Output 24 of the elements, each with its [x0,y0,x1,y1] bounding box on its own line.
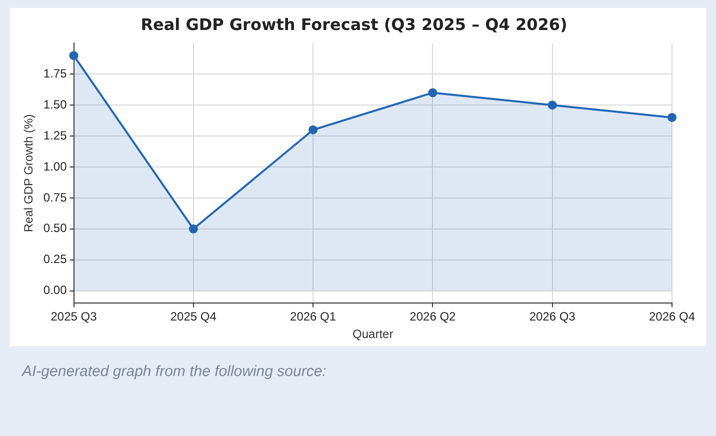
point [667,112,676,122]
x-tick-label: 2025 Q3 [50,310,98,324]
y-tick-label: 1.75 [43,66,68,80]
y-tick-label: 1.25 [43,128,68,142]
y-axis-title: Real GDP Growth (%) [22,114,36,232]
y-tick-label: 0.75 [43,190,68,204]
point [428,88,438,98]
y-tick-label: 1.50 [43,97,68,112]
x-tick-label: 2025 Q4 [170,310,217,324]
y-tick-label: 0.25 [43,252,68,266]
x-axis-title: Quarter [352,327,394,342]
y-tick-label: 1.00 [43,159,68,174]
text: AI-generated graph from the following source: [22,362,328,382]
y-tick-label: 0.50 [43,221,68,236]
x-tick-label: 2026 Q4 [648,310,696,324]
x-tick-label: 2026 Q2 [410,310,456,324]
point [188,224,198,234]
x-tick-label: 2026 Q3 [529,310,576,324]
point [308,125,318,134]
chart-title: Real GDP Growth Forecast (Q3 2025 – Q4 2026) [140,14,568,34]
point [69,51,78,60]
y-tick-label: 0.00 [43,283,68,298]
point [548,100,557,110]
x-tick-label: 2026 Q1 [290,310,336,324]
